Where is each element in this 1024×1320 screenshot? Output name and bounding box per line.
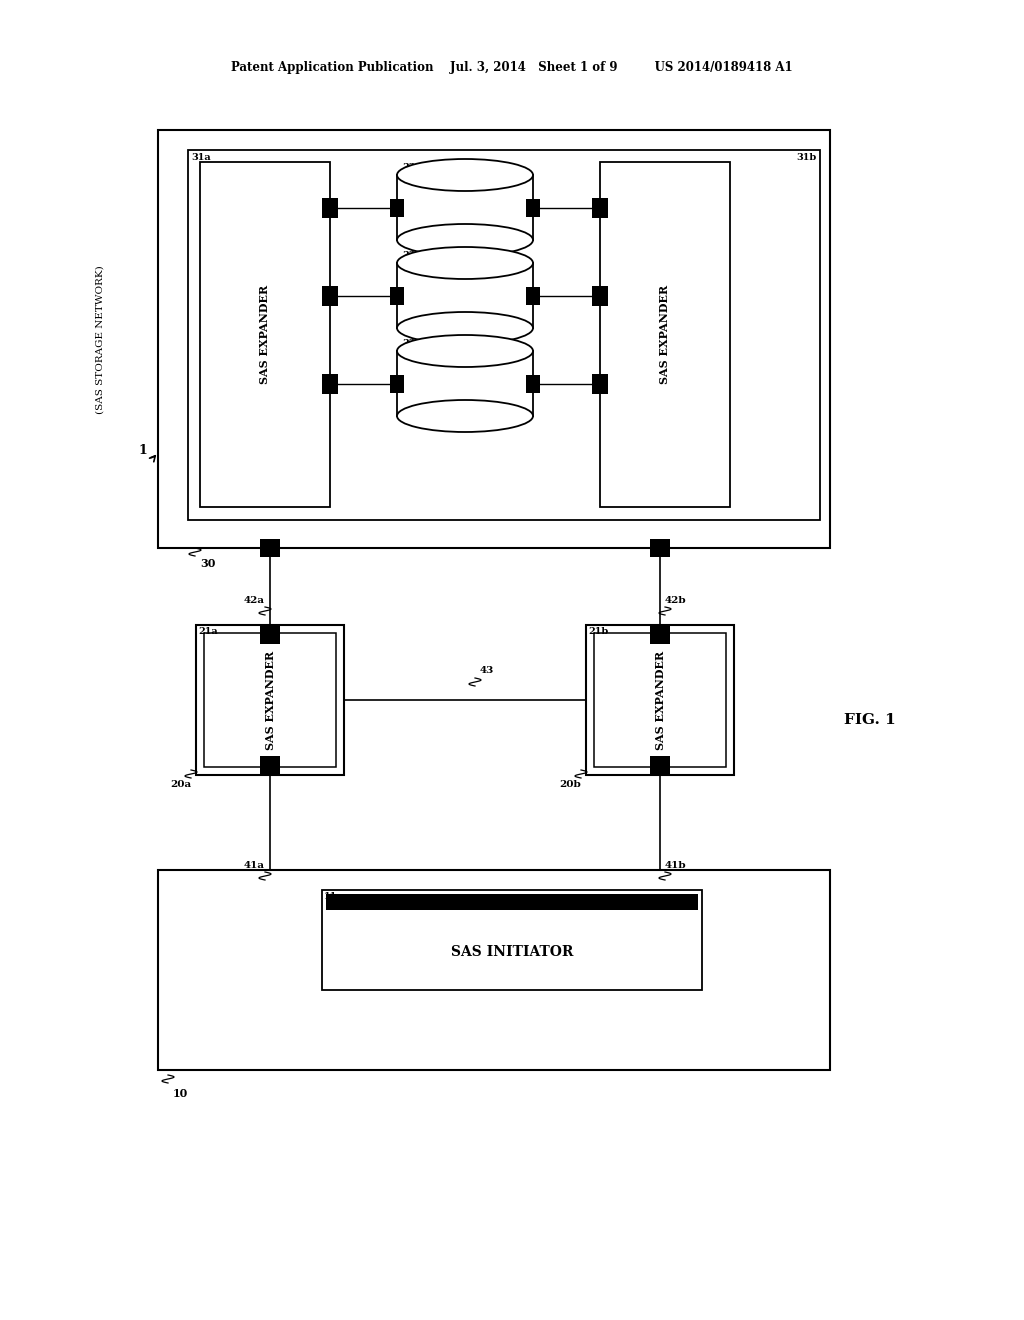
Bar — [592, 374, 608, 393]
Bar — [526, 375, 540, 392]
Bar — [600, 162, 730, 507]
Ellipse shape — [397, 400, 534, 432]
Bar — [586, 624, 734, 775]
Text: 21a: 21a — [198, 627, 218, 636]
Text: 31a: 31a — [191, 153, 211, 162]
Bar — [260, 626, 280, 644]
Text: Patent Application Publication    Jul. 3, 2014   Sheet 1 of 9         US 2014/01: Patent Application Publication Jul. 3, 2… — [231, 62, 793, 74]
Ellipse shape — [397, 335, 534, 367]
Bar — [390, 286, 404, 305]
Text: SAS EXPANDER: SAS EXPANDER — [259, 285, 270, 384]
Text: 32a: 32a — [402, 339, 422, 348]
Bar — [397, 351, 534, 416]
Text: 20b: 20b — [559, 780, 581, 789]
Ellipse shape — [397, 224, 534, 256]
Bar — [204, 634, 336, 767]
Text: SAS EXPANDER: SAS EXPANDER — [654, 651, 666, 750]
Text: SAS INITIATOR: SAS INITIATOR — [451, 945, 573, 960]
Text: 1: 1 — [138, 444, 146, 457]
Text: 32b: 32b — [402, 251, 422, 260]
Text: 41b: 41b — [665, 861, 687, 870]
Text: SAS EXPANDER: SAS EXPANDER — [264, 651, 275, 750]
Text: 20a: 20a — [170, 780, 191, 789]
Bar — [390, 198, 404, 216]
Bar — [158, 129, 830, 548]
Bar — [260, 756, 280, 774]
Bar — [526, 286, 540, 305]
Bar — [650, 626, 670, 644]
Ellipse shape — [397, 312, 534, 345]
Bar — [592, 285, 608, 305]
Bar — [397, 263, 534, 327]
Text: 21b: 21b — [588, 627, 608, 636]
Text: 32c: 32c — [402, 162, 421, 172]
Text: 42a: 42a — [244, 597, 265, 605]
Bar — [594, 634, 726, 767]
Text: 42b: 42b — [665, 597, 687, 605]
Bar — [322, 285, 338, 305]
Bar — [390, 375, 404, 392]
Bar — [650, 539, 670, 557]
Bar — [260, 539, 280, 557]
Bar — [322, 890, 702, 990]
Text: 11: 11 — [324, 892, 337, 902]
Bar — [650, 756, 670, 774]
Ellipse shape — [397, 247, 534, 279]
Bar — [322, 198, 338, 218]
Text: 41a: 41a — [244, 861, 265, 870]
Text: 30: 30 — [200, 558, 215, 569]
Text: 10: 10 — [173, 1088, 188, 1100]
Text: SAS EXPANDER: SAS EXPANDER — [659, 285, 671, 384]
Bar — [200, 162, 330, 507]
Bar — [397, 176, 534, 240]
Text: FIG. 1: FIG. 1 — [844, 713, 896, 727]
Bar — [188, 150, 820, 520]
Bar — [592, 198, 608, 218]
Text: (SAS STORAGE NETWORK): (SAS STORAGE NETWORK) — [95, 265, 104, 414]
Bar — [326, 894, 698, 909]
Bar — [158, 870, 830, 1071]
Ellipse shape — [397, 158, 534, 191]
Bar — [322, 374, 338, 393]
Bar — [196, 624, 344, 775]
Text: 31b: 31b — [797, 153, 817, 162]
Bar — [526, 198, 540, 216]
Text: 43: 43 — [480, 667, 495, 675]
